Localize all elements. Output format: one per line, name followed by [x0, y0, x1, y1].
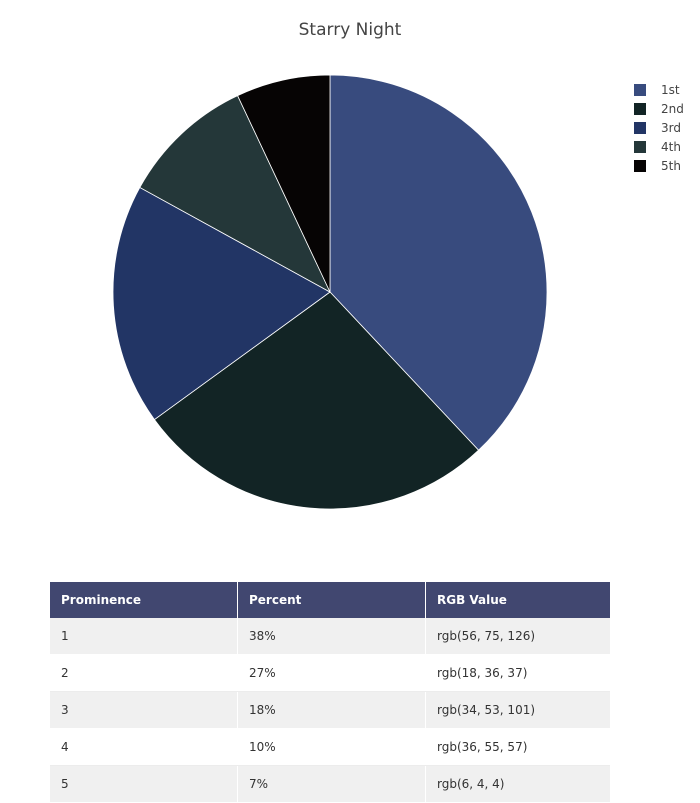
- pie-slice-1st[interactable]: [329, 74, 548, 451]
- table-row: 2 27% rgb(18, 36, 37): [50, 654, 610, 692]
- cell-rgb-value: rgb(36, 55, 57): [425, 728, 610, 766]
- cell-prominence: 3: [50, 691, 238, 729]
- legend: 1st 2nd 3rd 4th 5th: [634, 80, 684, 175]
- table-header-row: Prominence Percent RGB Value: [50, 582, 610, 618]
- cell-prominence: 5: [50, 765, 238, 803]
- cell-prominence: 2: [50, 654, 238, 692]
- legend-swatch: [634, 121, 646, 134]
- color-table: Prominence Percent RGB Value 1 38% rgb(5…: [50, 582, 610, 803]
- pie-slice-2nd[interactable]: [153, 291, 480, 510]
- cell-percent: 10%: [237, 728, 426, 766]
- header-percent: Percent: [237, 582, 426, 618]
- legend-item-5th[interactable]: 5th: [634, 156, 684, 175]
- cell-prominence: 4: [50, 728, 238, 766]
- header-prominence: Prominence: [50, 582, 238, 618]
- table-row: 3 18% rgb(34, 53, 101): [50, 691, 610, 729]
- legend-item-2nd[interactable]: 2nd: [634, 99, 684, 118]
- cell-rgb-value: rgb(34, 53, 101): [425, 691, 610, 729]
- table-row: 5 7% rgb(6, 4, 4): [50, 765, 610, 803]
- legend-label: 5th: [661, 158, 681, 173]
- pie-chart: [112, 74, 548, 510]
- table-row: 1 38% rgb(56, 75, 126): [50, 618, 610, 655]
- cell-percent: 7%: [237, 765, 426, 803]
- legend-swatch: [634, 159, 646, 172]
- legend-item-1st[interactable]: 1st: [634, 80, 684, 99]
- legend-label: 4th: [661, 139, 681, 154]
- pie-slice-5th[interactable]: [237, 74, 331, 293]
- legend-item-4th[interactable]: 4th: [634, 137, 684, 156]
- cell-percent: 38%: [237, 618, 426, 655]
- header-rgb-value: RGB Value: [425, 582, 610, 618]
- legend-swatch: [634, 83, 646, 96]
- legend-swatch: [634, 102, 646, 115]
- chart-title: Starry Night: [298, 20, 402, 40]
- legend-label: 2nd: [661, 101, 684, 116]
- legend-swatch: [634, 140, 646, 153]
- pie-slice-3rd[interactable]: [112, 186, 331, 421]
- legend-item-3rd[interactable]: 3rd: [634, 118, 684, 137]
- legend-label: 1st: [661, 82, 680, 97]
- cell-rgb-value: rgb(18, 36, 37): [425, 654, 610, 692]
- pie-slice-4th[interactable]: [139, 95, 331, 293]
- legend-label: 3rd: [661, 120, 681, 135]
- cell-percent: 18%: [237, 691, 426, 729]
- cell-percent: 27%: [237, 654, 426, 692]
- table-row: 4 10% rgb(36, 55, 57): [50, 728, 610, 766]
- cell-rgb-value: rgb(6, 4, 4): [425, 765, 610, 803]
- cell-rgb-value: rgb(56, 75, 126): [425, 618, 610, 655]
- cell-prominence: 1: [50, 618, 238, 655]
